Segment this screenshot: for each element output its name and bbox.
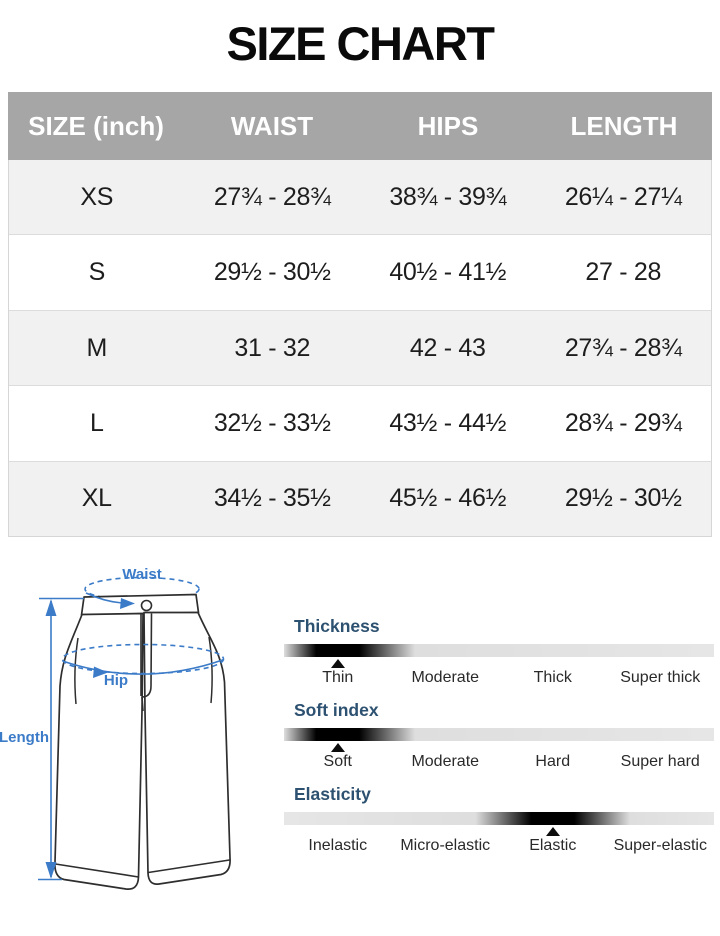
scale-label: Elastic xyxy=(529,837,577,854)
column-header-length: LENGTH xyxy=(570,110,678,141)
soft-index-gradient-bar xyxy=(284,728,714,741)
scale-label: Moderate xyxy=(411,753,480,770)
column-header-hips: HIPS xyxy=(417,110,479,141)
cell-hips: 40½ - 41½ xyxy=(389,258,507,287)
thickness-gradient-bar xyxy=(284,644,714,657)
cell-waist: 34½ - 35½ xyxy=(213,484,331,513)
cell-length: 26¼ - 27¼ xyxy=(564,182,682,211)
waist-ellipse-dashed xyxy=(84,576,200,602)
scale-label: Super-elastic xyxy=(613,837,707,854)
size-table-header-row: SIZE (inch) WAIST HIPS LENGTH xyxy=(8,92,712,160)
page-title: SIZE CHART xyxy=(226,17,496,70)
scale-elasticity: Elasticity Inelastic Micro-elastic Elast… xyxy=(284,784,714,855)
waist-arrow-head xyxy=(120,598,135,609)
table-row-xl: XL 34½ - 35½ 45½ - 46½ 29½ - 30½ xyxy=(9,460,711,537)
waist-label: Waist xyxy=(122,566,161,583)
column-header-waist: WAIST xyxy=(230,110,314,141)
length-label: Length xyxy=(0,729,49,746)
scale-thickness: Thickness Thin Moderate Thick Super thic… xyxy=(284,616,714,687)
size-table-body: XS 27¾ - 28¾ 38¾ - 39¾ 26¼ - 27¼ S 29½ -… xyxy=(9,160,711,537)
cell-length: 27 - 28 xyxy=(585,258,662,287)
hip-arrow-head xyxy=(93,666,108,678)
cell-size: XL xyxy=(81,484,112,513)
cell-waist: 31 - 32 xyxy=(234,333,311,362)
scale-title: Soft index xyxy=(294,700,379,720)
cell-length: 28¾ - 29¾ xyxy=(564,408,682,437)
column-header-size: SIZE (inch) xyxy=(28,110,164,141)
scale-soft-index: Soft index Soft Moderate Hard Super hard xyxy=(284,700,714,771)
crotch-line xyxy=(141,696,144,712)
hip-label: Hip xyxy=(104,672,128,689)
cell-length: 29½ - 30½ xyxy=(564,484,682,513)
scale-label: Inelastic xyxy=(308,837,368,854)
right-pocket-curve xyxy=(208,636,213,704)
pants-left-leg xyxy=(54,612,144,890)
scale-label: Hard xyxy=(535,753,571,770)
length-arrow-down xyxy=(45,862,57,879)
cell-size: M xyxy=(86,333,108,362)
cell-size: L xyxy=(89,408,104,437)
length-arrow-up xyxy=(45,599,57,616)
cell-size: S xyxy=(88,258,106,287)
cell-waist: 32½ - 33½ xyxy=(213,408,331,437)
cell-waist: 27¾ - 28¾ xyxy=(213,182,331,211)
thickness-labels: Thin Moderate Thick Super thick xyxy=(284,669,714,687)
scale-label: Micro-elastic xyxy=(400,837,491,854)
thickness-marker-triangle-icon xyxy=(330,659,345,668)
table-row-l: L 32½ - 33½ 43½ - 44½ 28¾ - 29¾ xyxy=(9,385,711,460)
scale-label: Thick xyxy=(533,669,572,686)
scale-label: Thin xyxy=(322,669,354,686)
elasticity-marker-triangle-icon xyxy=(545,827,560,836)
soft-index-labels: Soft Moderate Hard Super hard xyxy=(284,753,714,771)
soft-index-marker-triangle-icon xyxy=(330,743,345,752)
table-row-xs: XS 27¾ - 28¾ 38¾ - 39¾ 26¼ - 27¼ xyxy=(9,160,711,235)
left-cuff-seam xyxy=(55,863,139,878)
waist-arrow-line xyxy=(85,592,123,604)
elasticity-labels: Inelastic Micro-elastic Elastic Super-el… xyxy=(284,837,714,855)
table-row-m: M 31 - 32 42 - 43 27¾ - 28¾ xyxy=(9,309,711,386)
scale-label: Moderate xyxy=(411,669,480,686)
scale-label: Soft xyxy=(323,753,352,770)
cell-hips: 43½ - 44½ xyxy=(389,408,507,437)
scale-title: Elasticity xyxy=(294,784,371,804)
pants-measurement-diagram: Waist Hip Length xyxy=(0,566,231,890)
left-pocket-curve xyxy=(74,637,79,705)
fly-right-line xyxy=(141,613,153,698)
cell-waist: 29½ - 30½ xyxy=(213,258,331,287)
elasticity-gradient-bar xyxy=(284,812,714,825)
cell-length: 27¾ - 28¾ xyxy=(564,333,682,362)
cell-hips: 38¾ - 39¾ xyxy=(389,182,507,211)
cell-hips: 45½ - 46½ xyxy=(389,484,507,513)
size-table: SIZE (inch) WAIST HIPS LENGTH XS 27¾ - 2… xyxy=(8,92,712,537)
scale-label: Super thick xyxy=(620,669,701,686)
fabric-attribute-legend: Thickness Thin Moderate Thick Super thic… xyxy=(284,616,714,868)
cell-hips: 42 - 43 xyxy=(409,333,486,362)
scale-title: Thickness xyxy=(294,616,380,636)
table-row-s: S 29½ - 30½ 40½ - 41½ 27 - 28 xyxy=(9,234,711,309)
right-cuff-seam xyxy=(148,859,230,874)
cell-size: XS xyxy=(80,182,114,211)
hip-arrow-line xyxy=(62,658,225,675)
scale-label: Super hard xyxy=(620,753,700,770)
pants-right-leg xyxy=(143,611,231,886)
button-icon xyxy=(140,599,153,612)
